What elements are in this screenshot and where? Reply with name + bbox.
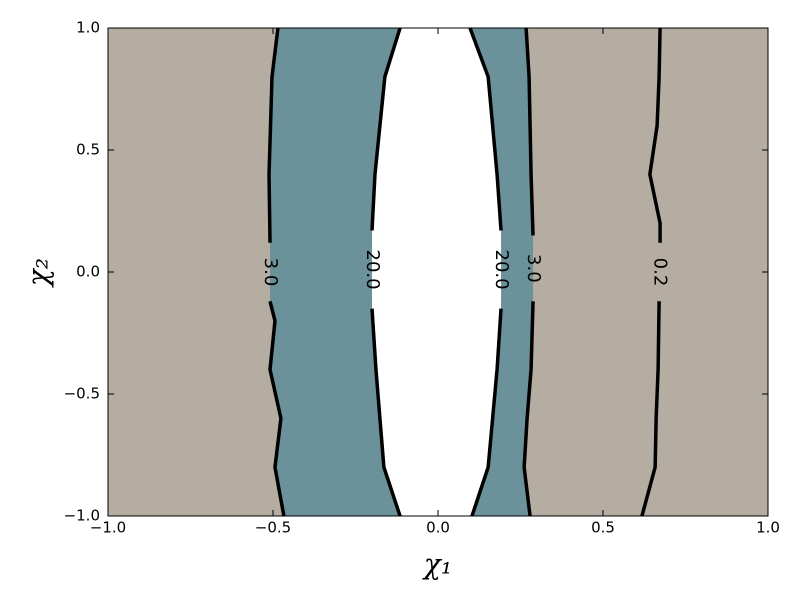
contour-label: 20.0 [491,250,512,290]
contour-line [640,27,662,517]
y-tick-label: 1.0 [76,19,100,37]
contour-line [522,27,535,517]
y-tick-label: −1.0 [64,507,100,525]
x-tick-label: 1.0 [756,519,780,537]
contour-fill [524,28,768,516]
contour-line [267,27,286,517]
contour-fill [372,28,502,516]
contour-label: 20.0 [362,250,383,290]
y-tick-label: 0.0 [76,263,100,281]
contour-line [468,27,503,517]
contour-label: 3.0 [523,254,544,283]
x-tick-label: −1.0 [90,519,126,537]
x-tick-label: 0.5 [591,519,615,537]
x-axis-label: χ₁ [422,548,452,581]
contour-line [370,27,402,517]
y-axis-label: χ₂ [22,258,55,288]
contour-fill [108,28,284,516]
x-tick-label: 0.0 [426,519,450,537]
y-tick-label: 0.5 [76,141,100,159]
contour-label: 3.0 [260,258,281,287]
lines: 3.0 20.0 20.0 3.0 0.2 [260,27,671,517]
y-tick-label: −0.5 [64,385,100,403]
contour-label: 0.2 [650,258,671,287]
x-tick-label: −0.5 [255,519,291,537]
